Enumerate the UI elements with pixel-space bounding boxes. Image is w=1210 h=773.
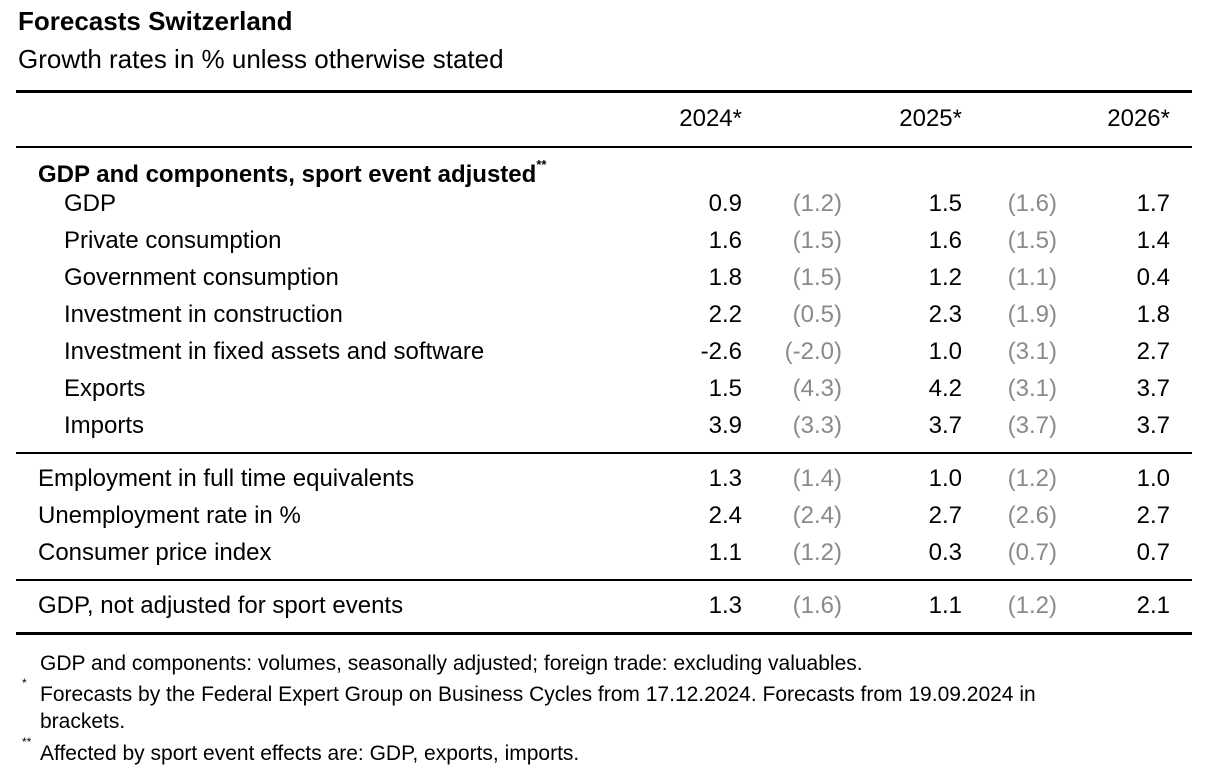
value-2026: 2.7 [1136,338,1170,365]
footnote-forecast-line2: brackets. [40,710,126,733]
footnote-marker-double: ** [22,735,32,749]
col-header-2025: 2025* [899,105,962,132]
row-label: GDP, not adjusted for sport events [38,592,404,619]
previous-2025: (3.1) [1007,338,1057,365]
col-header-2026: 2026* [1107,105,1170,132]
previous-2025: (1.6) [1007,190,1057,217]
row-label: Employment in full time equivalents [38,465,415,492]
row-label: Exports [64,375,146,402]
row-label: Imports [64,412,145,439]
section-heading-marker: ** [536,157,547,172]
bottom-rule [16,632,1192,635]
previous-2025: (3.7) [1007,412,1057,439]
value-2025: 4.2 [928,375,962,402]
value-2026: 0.7 [1136,539,1170,566]
row-label: Unemployment rate in % [38,502,301,529]
value-2024: 0.9 [708,190,742,217]
previous-2025: (3.1) [1007,375,1057,402]
value-2026: 1.4 [1136,227,1170,254]
top-rule [16,90,1192,93]
previous-2024: (0.5) [792,301,842,328]
group2-rule [16,579,1192,581]
value-2024: -2.6 [700,338,742,365]
value-2025: 1.1 [928,592,962,619]
header-rule [16,146,1192,148]
previous-2025: (2.6) [1007,502,1057,529]
value-2025: 1.0 [928,465,962,492]
value-2024: 3.9 [708,412,742,439]
value-2026: 1.8 [1136,301,1170,328]
value-2025: 1.5 [928,190,962,217]
previous-2024: (4.3) [792,375,842,402]
previous-2025: (1.2) [1007,465,1057,492]
footnote-marker-single: * [22,676,27,690]
previous-2025: (1.1) [1007,264,1057,291]
footnote-forecast-line1: Forecasts by the Federal Expert Group on… [40,683,1036,706]
previous-2024: (1.5) [792,227,842,254]
value-2025: 1.2 [928,264,962,291]
value-2024: 1.8 [708,264,742,291]
value-2025: 1.0 [928,338,962,365]
value-2025: 3.7 [928,412,962,439]
value-2026: 0.4 [1136,264,1170,291]
value-2026: 3.7 [1136,375,1170,402]
row-label: GDP [64,190,117,217]
previous-2025: (1.9) [1007,301,1057,328]
previous-2024: (3.3) [792,412,842,439]
col-header-2024: 2024* [679,105,742,132]
previous-2024: (-2.0) [784,338,842,365]
row-label: Private consumption [64,227,282,254]
section-heading: GDP and components, sport event adjusted… [38,154,546,190]
value-2025: 2.3 [928,301,962,328]
value-2026: 1.0 [1136,465,1170,492]
section-heading-text: GDP and components, sport event adjusted [38,161,537,188]
previous-2024: (2.4) [792,502,842,529]
value-2024: 1.1 [708,539,742,566]
previous-2024: (1.2) [792,539,842,566]
value-2024: 1.3 [708,592,742,619]
value-2025: 1.6 [928,227,962,254]
value-2025: 2.7 [928,502,962,529]
value-2026: 2.7 [1136,502,1170,529]
previous-2024: (1.4) [792,465,842,492]
value-2024: 1.5 [708,375,742,402]
previous-2025: (1.2) [1007,592,1057,619]
group1-rule [16,452,1192,454]
previous-2025: (0.7) [1007,539,1057,566]
value-2026: 1.7 [1136,190,1170,217]
value-2024: 2.2 [708,301,742,328]
previous-2024: (1.5) [792,264,842,291]
previous-2024: (1.6) [792,592,842,619]
value-2024: 1.6 [708,227,742,254]
value-2024: 1.3 [708,465,742,492]
page-subtitle: Growth rates in % unless otherwise state… [18,44,504,74]
footnote-volumes: GDP and components: volumes, seasonally … [40,652,863,675]
row-label: Investment in construction [64,301,343,328]
previous-2024: (1.2) [792,190,842,217]
value-2024: 2.4 [708,502,742,529]
footnote-sport-effects: Affected by sport event effects are: GDP… [40,742,580,765]
page-title: Forecasts Switzerland [18,6,293,36]
row-label: Consumer price index [38,539,272,566]
row-label: Investment in fixed assets and software [64,338,485,365]
value-2026: 2.1 [1136,592,1170,619]
row-label: Government consumption [64,264,339,291]
previous-2025: (1.5) [1007,227,1057,254]
value-2025: 0.3 [928,539,962,566]
value-2026: 3.7 [1136,412,1170,439]
